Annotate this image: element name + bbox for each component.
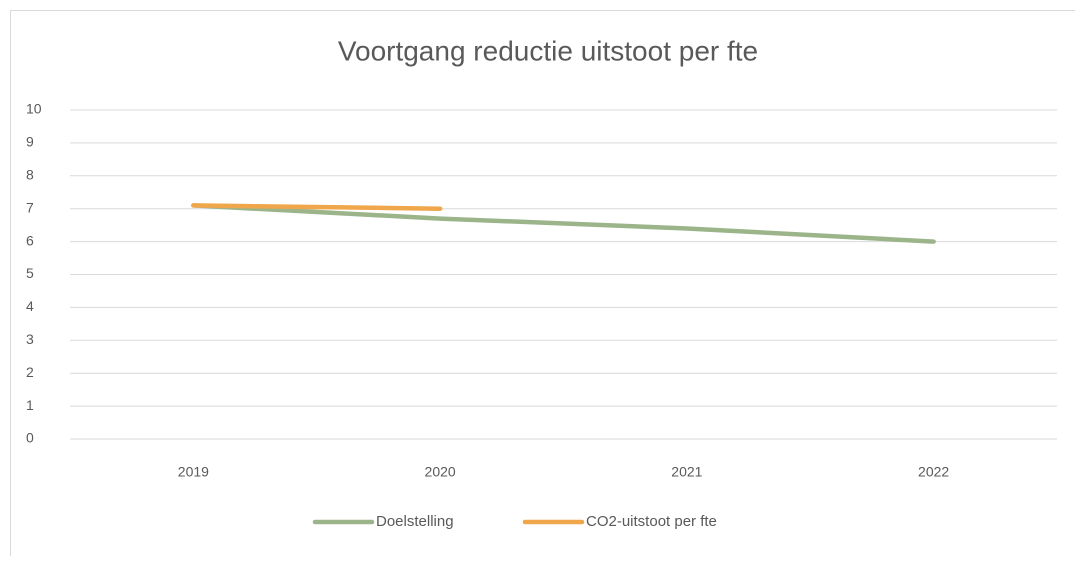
y-tick-label: 5 — [26, 265, 34, 281]
chart-title: Voortgang reductie uitstoot per fte — [338, 35, 758, 66]
y-tick-label: 10 — [26, 101, 42, 117]
x-tick-label: 2022 — [918, 464, 949, 480]
y-tick-label: 2 — [26, 364, 34, 380]
y-tick-label: 1 — [26, 397, 34, 413]
legend-label: CO2-uitstoot per fte — [586, 513, 717, 530]
y-tick-label: 6 — [26, 232, 34, 248]
y-tick-label: 9 — [26, 134, 34, 150]
x-tick-label: 2020 — [425, 464, 456, 480]
y-tick-label: 3 — [26, 331, 34, 347]
y-tick-label: 0 — [26, 430, 34, 446]
x-tick-label: 2019 — [178, 464, 209, 480]
x-tick-label: 2021 — [671, 464, 702, 480]
y-tick-label: 7 — [26, 199, 34, 215]
y-tick-label: 8 — [26, 167, 34, 183]
y-tick-label: 4 — [26, 298, 34, 314]
legend-label: Doelstelling — [376, 513, 454, 530]
chart-frame — [11, 11, 1075, 557]
